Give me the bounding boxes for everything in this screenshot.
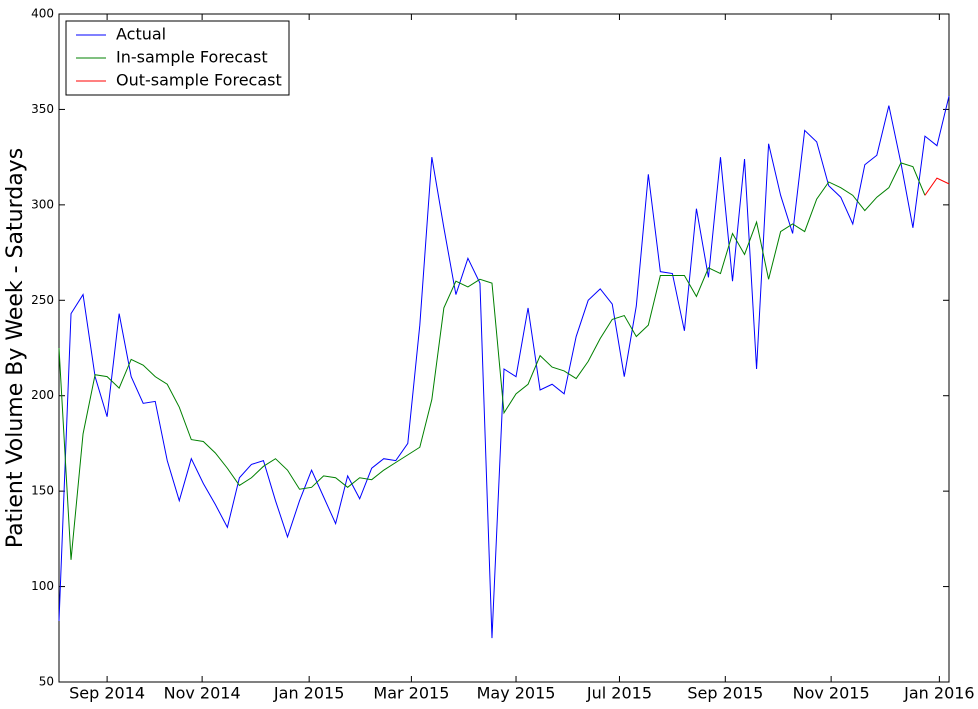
series-line bbox=[58, 162, 926, 560]
x-tick-label: Nov 2014 bbox=[164, 684, 241, 703]
plot-area bbox=[58, 13, 950, 683]
y-tick-label: 200 bbox=[31, 388, 54, 402]
series-line bbox=[58, 95, 950, 639]
x-tick-label: Nov 2015 bbox=[793, 684, 870, 703]
y-tick-label: 50 bbox=[39, 675, 54, 689]
y-tick-label: 150 bbox=[31, 484, 54, 498]
y-tick-label: 100 bbox=[31, 579, 54, 593]
y-tick-label: 350 bbox=[31, 102, 54, 116]
x-tick-label: Jul 2015 bbox=[586, 684, 652, 703]
x-tick-label: Mar 2015 bbox=[373, 684, 449, 703]
legend-label: Out-sample Forecast bbox=[116, 71, 282, 90]
series-line bbox=[924, 177, 950, 196]
x-tick-label: Jan 2016 bbox=[903, 684, 974, 703]
y-axis-label: Patient Volume By Week - Saturdays bbox=[3, 148, 28, 548]
x-tick-label: May 2015 bbox=[477, 684, 556, 703]
legend-label: Actual bbox=[116, 25, 166, 44]
x-tick-label: Sep 2015 bbox=[687, 684, 763, 703]
y-tick-label: 400 bbox=[31, 7, 54, 21]
y-tick-label: 300 bbox=[31, 197, 54, 211]
x-tick-label: Sep 2014 bbox=[69, 684, 145, 703]
x-tick-label: Jan 2015 bbox=[273, 684, 344, 703]
legend-label: In-sample Forecast bbox=[116, 48, 268, 67]
y-tick-label: 250 bbox=[31, 293, 54, 307]
